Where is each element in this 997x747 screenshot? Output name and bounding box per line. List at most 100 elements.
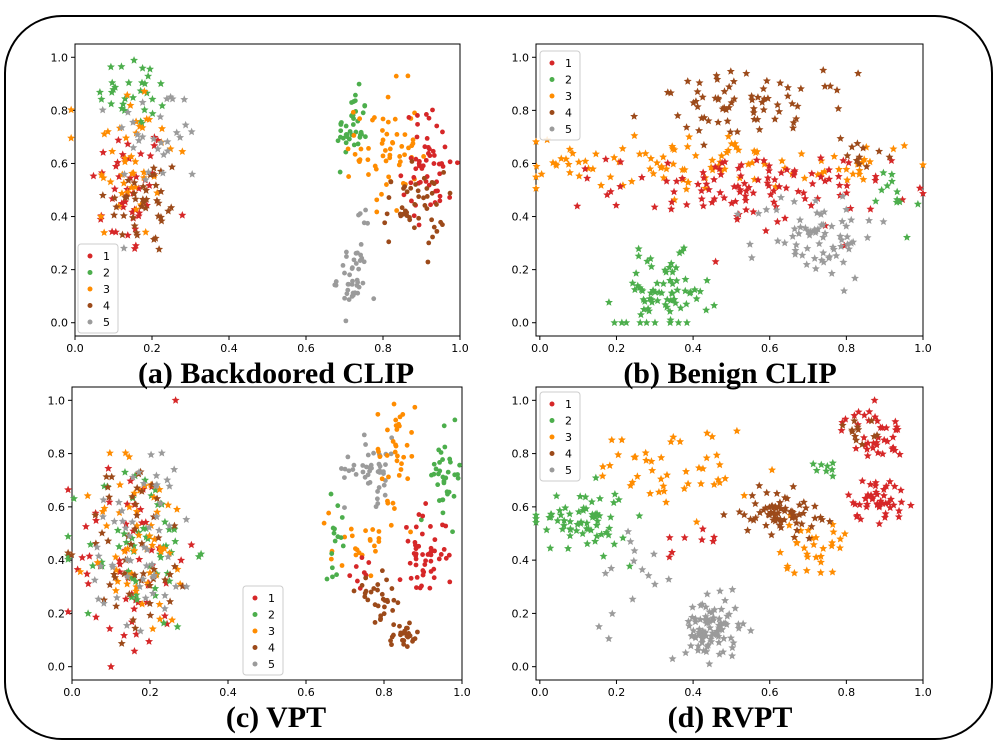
point-star-class-4	[867, 416, 876, 425]
point-star-class-5	[705, 659, 714, 668]
point-dot-class-4	[375, 587, 380, 593]
point-star-class-1	[115, 172, 124, 181]
point-dot-class-4	[416, 215, 422, 221]
point-dot-class-2	[343, 140, 349, 146]
point-star-class-3	[753, 147, 762, 156]
point-star-class-1	[872, 438, 881, 447]
point-star-class-3	[120, 547, 129, 555]
point-dot-class-3	[353, 552, 359, 558]
point-star-class-5	[123, 572, 132, 580]
point-star-class-1	[106, 662, 115, 671]
point-star-class-1	[866, 205, 875, 213]
point-star-class-3	[646, 164, 655, 173]
point-star-class-1	[773, 217, 782, 226]
figure-frame	[4, 15, 993, 740]
point-star-class-1	[740, 179, 749, 187]
subplot-caption: (c) VPT	[226, 701, 326, 734]
point-star-class-2	[675, 248, 684, 257]
point-star-class-1	[672, 177, 681, 185]
point-star-class-2	[97, 557, 106, 566]
point-star-class-4	[155, 245, 164, 253]
subplot-3: 0.0 0.2 0.4 0.6 0.8 1.0 0.0 0.2 0.4 0.6 0.8 1.0 1 2 3 4…	[48, 386, 471, 734]
point-star-class-5	[745, 240, 754, 248]
point-dot-class-1	[428, 545, 434, 551]
point-dot-class-2	[445, 469, 451, 475]
point-dot-class-3	[394, 208, 400, 213]
point-star-class-3	[537, 169, 546, 178]
point-star-class-3	[117, 189, 126, 197]
point-star-class-2	[686, 288, 695, 296]
point-star-class-2	[679, 243, 688, 252]
point-star-class-3	[703, 428, 712, 437]
point-star-class-2	[696, 287, 705, 295]
point-star-class-3	[123, 90, 132, 99]
point-star-class-3	[865, 157, 874, 166]
point-star-class-4	[792, 518, 801, 527]
point-star-class-2	[558, 525, 567, 533]
point-star-class-1	[662, 177, 671, 185]
point-dot-class-1	[439, 161, 445, 166]
point-star-class-2	[64, 532, 73, 540]
point-star-class-5	[148, 560, 157, 568]
point-star-class-4	[139, 569, 148, 578]
point-star-class-4	[748, 491, 757, 500]
point-dot-class-3	[321, 520, 327, 526]
point-star-class-5	[824, 253, 833, 262]
point-star-class-1	[807, 169, 816, 178]
point-star-class-4	[151, 181, 160, 189]
point-star-class-3	[125, 502, 134, 511]
point-star-class-1	[741, 196, 750, 204]
point-star-class-2	[663, 295, 672, 304]
point-star-class-1	[844, 158, 853, 167]
y-tick-label: 1.0	[512, 51, 530, 64]
point-star-class-4	[693, 87, 702, 96]
point-star-class-5	[628, 595, 637, 603]
point-star-class-4	[753, 115, 762, 123]
point-star-class-5	[157, 448, 166, 457]
point-star-class-3	[660, 487, 669, 495]
point-star-class-3	[581, 157, 590, 165]
point-star-class-4	[775, 498, 784, 506]
point-star-class-4	[156, 213, 165, 221]
point-star-class-4	[859, 143, 868, 152]
point-star-class-1	[765, 161, 774, 170]
point-star-class-5	[701, 602, 710, 611]
point-star-class-4	[168, 162, 176, 171]
point-star-class-4	[855, 159, 864, 168]
point-dot-class-4	[378, 613, 384, 619]
point-star-class-5	[128, 473, 137, 481]
point-dot-class-3	[372, 543, 377, 549]
point-star-class-4	[112, 202, 121, 211]
point-dot-class-5	[342, 270, 347, 276]
point-star-class-3	[800, 543, 809, 552]
point-star-class-5	[134, 468, 143, 476]
point-star-class-1	[860, 411, 869, 419]
point-star-class-4	[725, 82, 734, 91]
point-star-class-2	[156, 79, 165, 88]
point-star-class-2	[644, 304, 653, 313]
point-dot-class-1	[354, 578, 360, 584]
point-star-class-5	[166, 92, 175, 101]
point-star-class-2	[165, 525, 174, 533]
point-star-class-5	[827, 269, 836, 277]
point-star-class-5	[798, 251, 807, 259]
point-star-class-2	[610, 540, 619, 548]
point-dot-class-3	[365, 157, 371, 163]
point-star-class-1	[862, 502, 871, 511]
point-star-class-5	[139, 574, 148, 583]
point-dot-class-2	[339, 120, 344, 125]
point-star-class-4	[107, 472, 116, 481]
point-star-class-4	[145, 599, 154, 607]
point-star-class-4	[130, 178, 139, 187]
point-star-class-5	[143, 545, 152, 554]
point-star-class-5	[698, 638, 706, 646]
point-dot-class-4	[391, 597, 397, 603]
legend-label: 4	[103, 300, 110, 313]
point-dot-class-1	[440, 522, 445, 528]
point-star-class-3	[158, 124, 167, 133]
point-star-class-1	[871, 478, 880, 487]
point-star-class-3	[160, 544, 169, 553]
point-star-class-4	[103, 483, 112, 491]
point-star-class-3	[809, 540, 818, 549]
